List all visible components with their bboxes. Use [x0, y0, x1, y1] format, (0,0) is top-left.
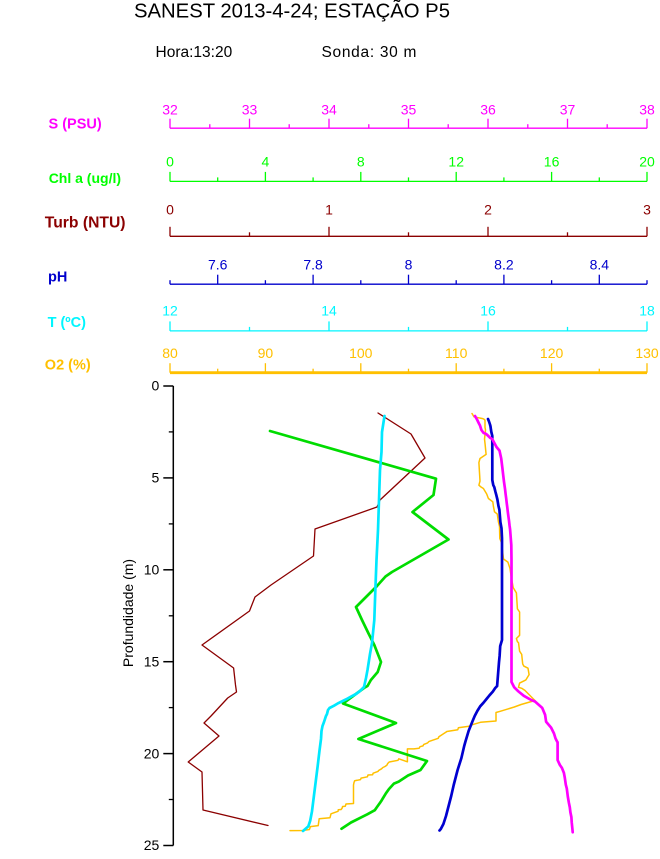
- svg-text:8.2: 8.2: [494, 256, 514, 272]
- svg-text:90: 90: [258, 345, 274, 361]
- svg-text:14: 14: [321, 303, 337, 319]
- svg-text:1: 1: [325, 202, 333, 218]
- svg-text:0: 0: [166, 153, 174, 169]
- svg-text:130: 130: [635, 345, 659, 361]
- svg-text:110: 110: [445, 345, 468, 361]
- svg-text:S (PSU): S (PSU): [49, 117, 102, 133]
- svg-text:pH: pH: [48, 270, 67, 286]
- svg-text:12: 12: [162, 303, 178, 319]
- svg-text:8: 8: [357, 153, 365, 169]
- svg-text:34: 34: [321, 101, 337, 117]
- svg-text:120: 120: [540, 345, 564, 361]
- svg-text:Profundidade (m): Profundidade (m): [120, 559, 136, 667]
- svg-text:T (ºC): T (ºC): [48, 315, 86, 331]
- svg-text:Hora:13:20: Hora:13:20: [156, 44, 233, 61]
- svg-text:25: 25: [144, 837, 160, 853]
- svg-text:37: 37: [560, 101, 576, 117]
- svg-text:20: 20: [144, 745, 160, 761]
- svg-text:16: 16: [480, 303, 496, 319]
- svg-text:Sonda: 30 m: Sonda: 30 m: [322, 44, 418, 61]
- svg-text:7.8: 7.8: [303, 256, 323, 272]
- svg-text:20: 20: [639, 153, 655, 169]
- svg-text:0: 0: [166, 202, 174, 218]
- svg-text:4: 4: [262, 153, 270, 169]
- svg-text:0: 0: [152, 378, 160, 394]
- svg-text:5: 5: [152, 470, 160, 486]
- svg-text:100: 100: [349, 345, 373, 361]
- svg-text:8.4: 8.4: [590, 256, 610, 272]
- svg-text:16: 16: [544, 153, 560, 169]
- svg-text:18: 18: [639, 303, 655, 319]
- svg-text:Turb (NTU): Turb (NTU): [45, 214, 126, 231]
- svg-text:10: 10: [144, 562, 160, 578]
- svg-text:3: 3: [643, 202, 651, 218]
- svg-text:12: 12: [448, 153, 464, 169]
- svg-text:15: 15: [144, 653, 160, 669]
- svg-text:33: 33: [242, 101, 258, 117]
- svg-text:Chl a (ug/l): Chl a (ug/l): [49, 170, 121, 186]
- svg-text:80: 80: [162, 345, 178, 361]
- svg-text:8: 8: [405, 256, 413, 272]
- svg-text:36: 36: [480, 101, 496, 117]
- svg-text:32: 32: [162, 101, 178, 117]
- svg-text:2: 2: [484, 202, 492, 218]
- svg-text:SANEST 2013-4-24; ESTAÇÃO P5: SANEST 2013-4-24; ESTAÇÃO P5: [134, 0, 450, 22]
- svg-text:38: 38: [639, 101, 655, 117]
- svg-text:O2 (%): O2 (%): [45, 358, 91, 374]
- svg-text:35: 35: [401, 101, 417, 117]
- svg-text:7.6: 7.6: [208, 256, 228, 272]
